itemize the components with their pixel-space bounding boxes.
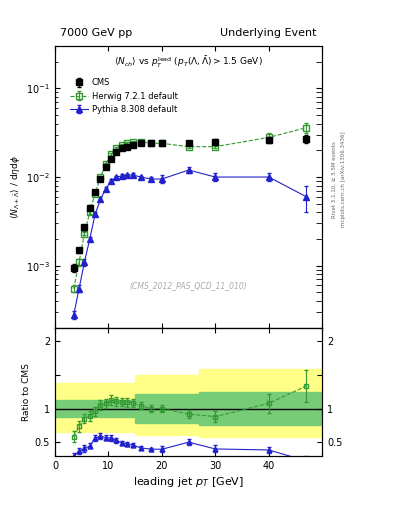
- Bar: [135, 375, 199, 436]
- Bar: [199, 370, 322, 437]
- Text: (CMS_2012_PAS_QCD_11_010): (CMS_2012_PAS_QCD_11_010): [130, 281, 248, 290]
- Bar: [135, 394, 199, 423]
- Y-axis label: Ratio to CMS: Ratio to CMS: [22, 362, 31, 421]
- Bar: [55, 400, 135, 417]
- Text: mcplots.cern.ch [arXiv:1306.3436]: mcplots.cern.ch [arXiv:1306.3436]: [341, 132, 346, 227]
- Y-axis label: $\langle N_{\Lambda+\bar{\Lambda}} \rangle$ / d$\eta$d$\phi$: $\langle N_{\Lambda+\bar{\Lambda}} \rang…: [9, 155, 22, 219]
- Text: Rivet 3.1.10, ≥ 3.5M events: Rivet 3.1.10, ≥ 3.5M events: [332, 141, 337, 218]
- Text: $\langle N_{ch} \rangle$ vs $p_T^{\rm lead}$ ($p_T(\Lambda,\bar{\Lambda}) > 1.5$: $\langle N_{ch} \rangle$ vs $p_T^{\rm le…: [114, 55, 263, 70]
- Text: 7000 GeV pp: 7000 GeV pp: [61, 28, 132, 37]
- Legend: CMS, Herwig 7.2.1 default, Pythia 8.308 default: CMS, Herwig 7.2.1 default, Pythia 8.308 …: [70, 78, 177, 114]
- Bar: [199, 392, 322, 425]
- Bar: [55, 383, 135, 432]
- Text: Underlying Event: Underlying Event: [220, 28, 317, 37]
- X-axis label: leading jet $p_T$ [GeV]: leading jet $p_T$ [GeV]: [133, 475, 244, 489]
